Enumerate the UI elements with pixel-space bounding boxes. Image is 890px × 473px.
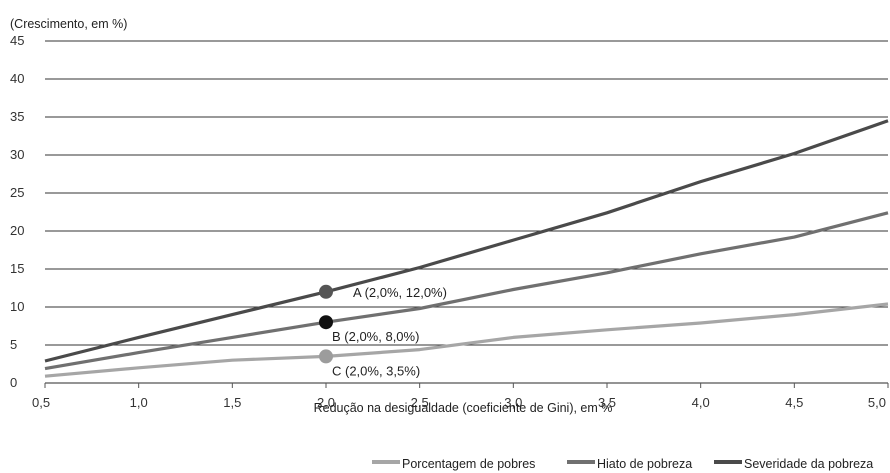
y-tick-label: 35	[10, 109, 24, 124]
grid-lines	[45, 40, 888, 384]
y-axis-ticks: 0 5 10 15 20 25 30 35 40 45	[10, 33, 24, 390]
y-axis-unit-label: (Crescimento, em %)	[10, 17, 127, 31]
x-tick-label: 3,0	[504, 395, 522, 410]
y-tick-label: 25	[10, 185, 24, 200]
x-tick-label: 3,5	[598, 395, 616, 410]
x-axis-title: Redução na desigualdade (coeficiente de …	[314, 401, 613, 415]
x-tick-label: 1,5	[223, 395, 241, 410]
annotation-labels: A (2,0%, 12,0%) B (2,0%, 8,0%) C (2,0%, 3,…	[332, 285, 447, 379]
annotation-marker-2	[319, 315, 333, 330]
y-tick-label: 45	[10, 33, 24, 48]
y-tick-label: 30	[10, 147, 24, 162]
annotation-label-2: B (2,0%, 8,0%)	[332, 329, 419, 344]
legend-label-1: Porcentagem de pobres	[402, 457, 535, 471]
legend-label-2: Hiato de pobreza	[597, 457, 692, 471]
series-line-3	[44, 119, 889, 363]
x-tick-label: 1,0	[130, 395, 148, 410]
y-tick-label: 40	[10, 71, 24, 86]
y-tick-label: 5	[10, 337, 17, 352]
series-lines	[44, 119, 889, 378]
annotation-label-3: C (2,0%, 3,5%)	[332, 363, 420, 378]
x-tick-label: 0,5	[32, 395, 50, 410]
x-tick-label: 5,0	[868, 395, 886, 410]
y-tick-label: 15	[10, 261, 24, 276]
annotation-markers	[319, 284, 333, 364]
series-line-2	[44, 211, 889, 371]
series-line-1	[44, 302, 889, 378]
y-tick-label: 20	[10, 223, 24, 238]
x-tick-label: 2,5	[411, 395, 429, 410]
annotation-label-1: A (2,0%, 12,0%)	[353, 285, 447, 300]
y-tick-label: 0	[10, 375, 17, 390]
x-axis-ticks: 0,5 1,0 1,5 2,0 2,5 3,0 3,5 4,0 4,5 5,0	[32, 383, 889, 410]
legend-label-3: Severidade da pobreza	[744, 457, 873, 471]
annotation-marker-3	[319, 349, 333, 364]
legend: Porcentagem de pobres Hiato de pobreza Sev…	[372, 457, 873, 471]
x-tick-label: 2,0	[317, 395, 335, 410]
y-tick-label: 10	[10, 299, 24, 314]
x-tick-label: 4,5	[785, 395, 803, 410]
annotation-marker-1	[319, 284, 333, 299]
x-tick-label: 4,0	[692, 395, 710, 410]
